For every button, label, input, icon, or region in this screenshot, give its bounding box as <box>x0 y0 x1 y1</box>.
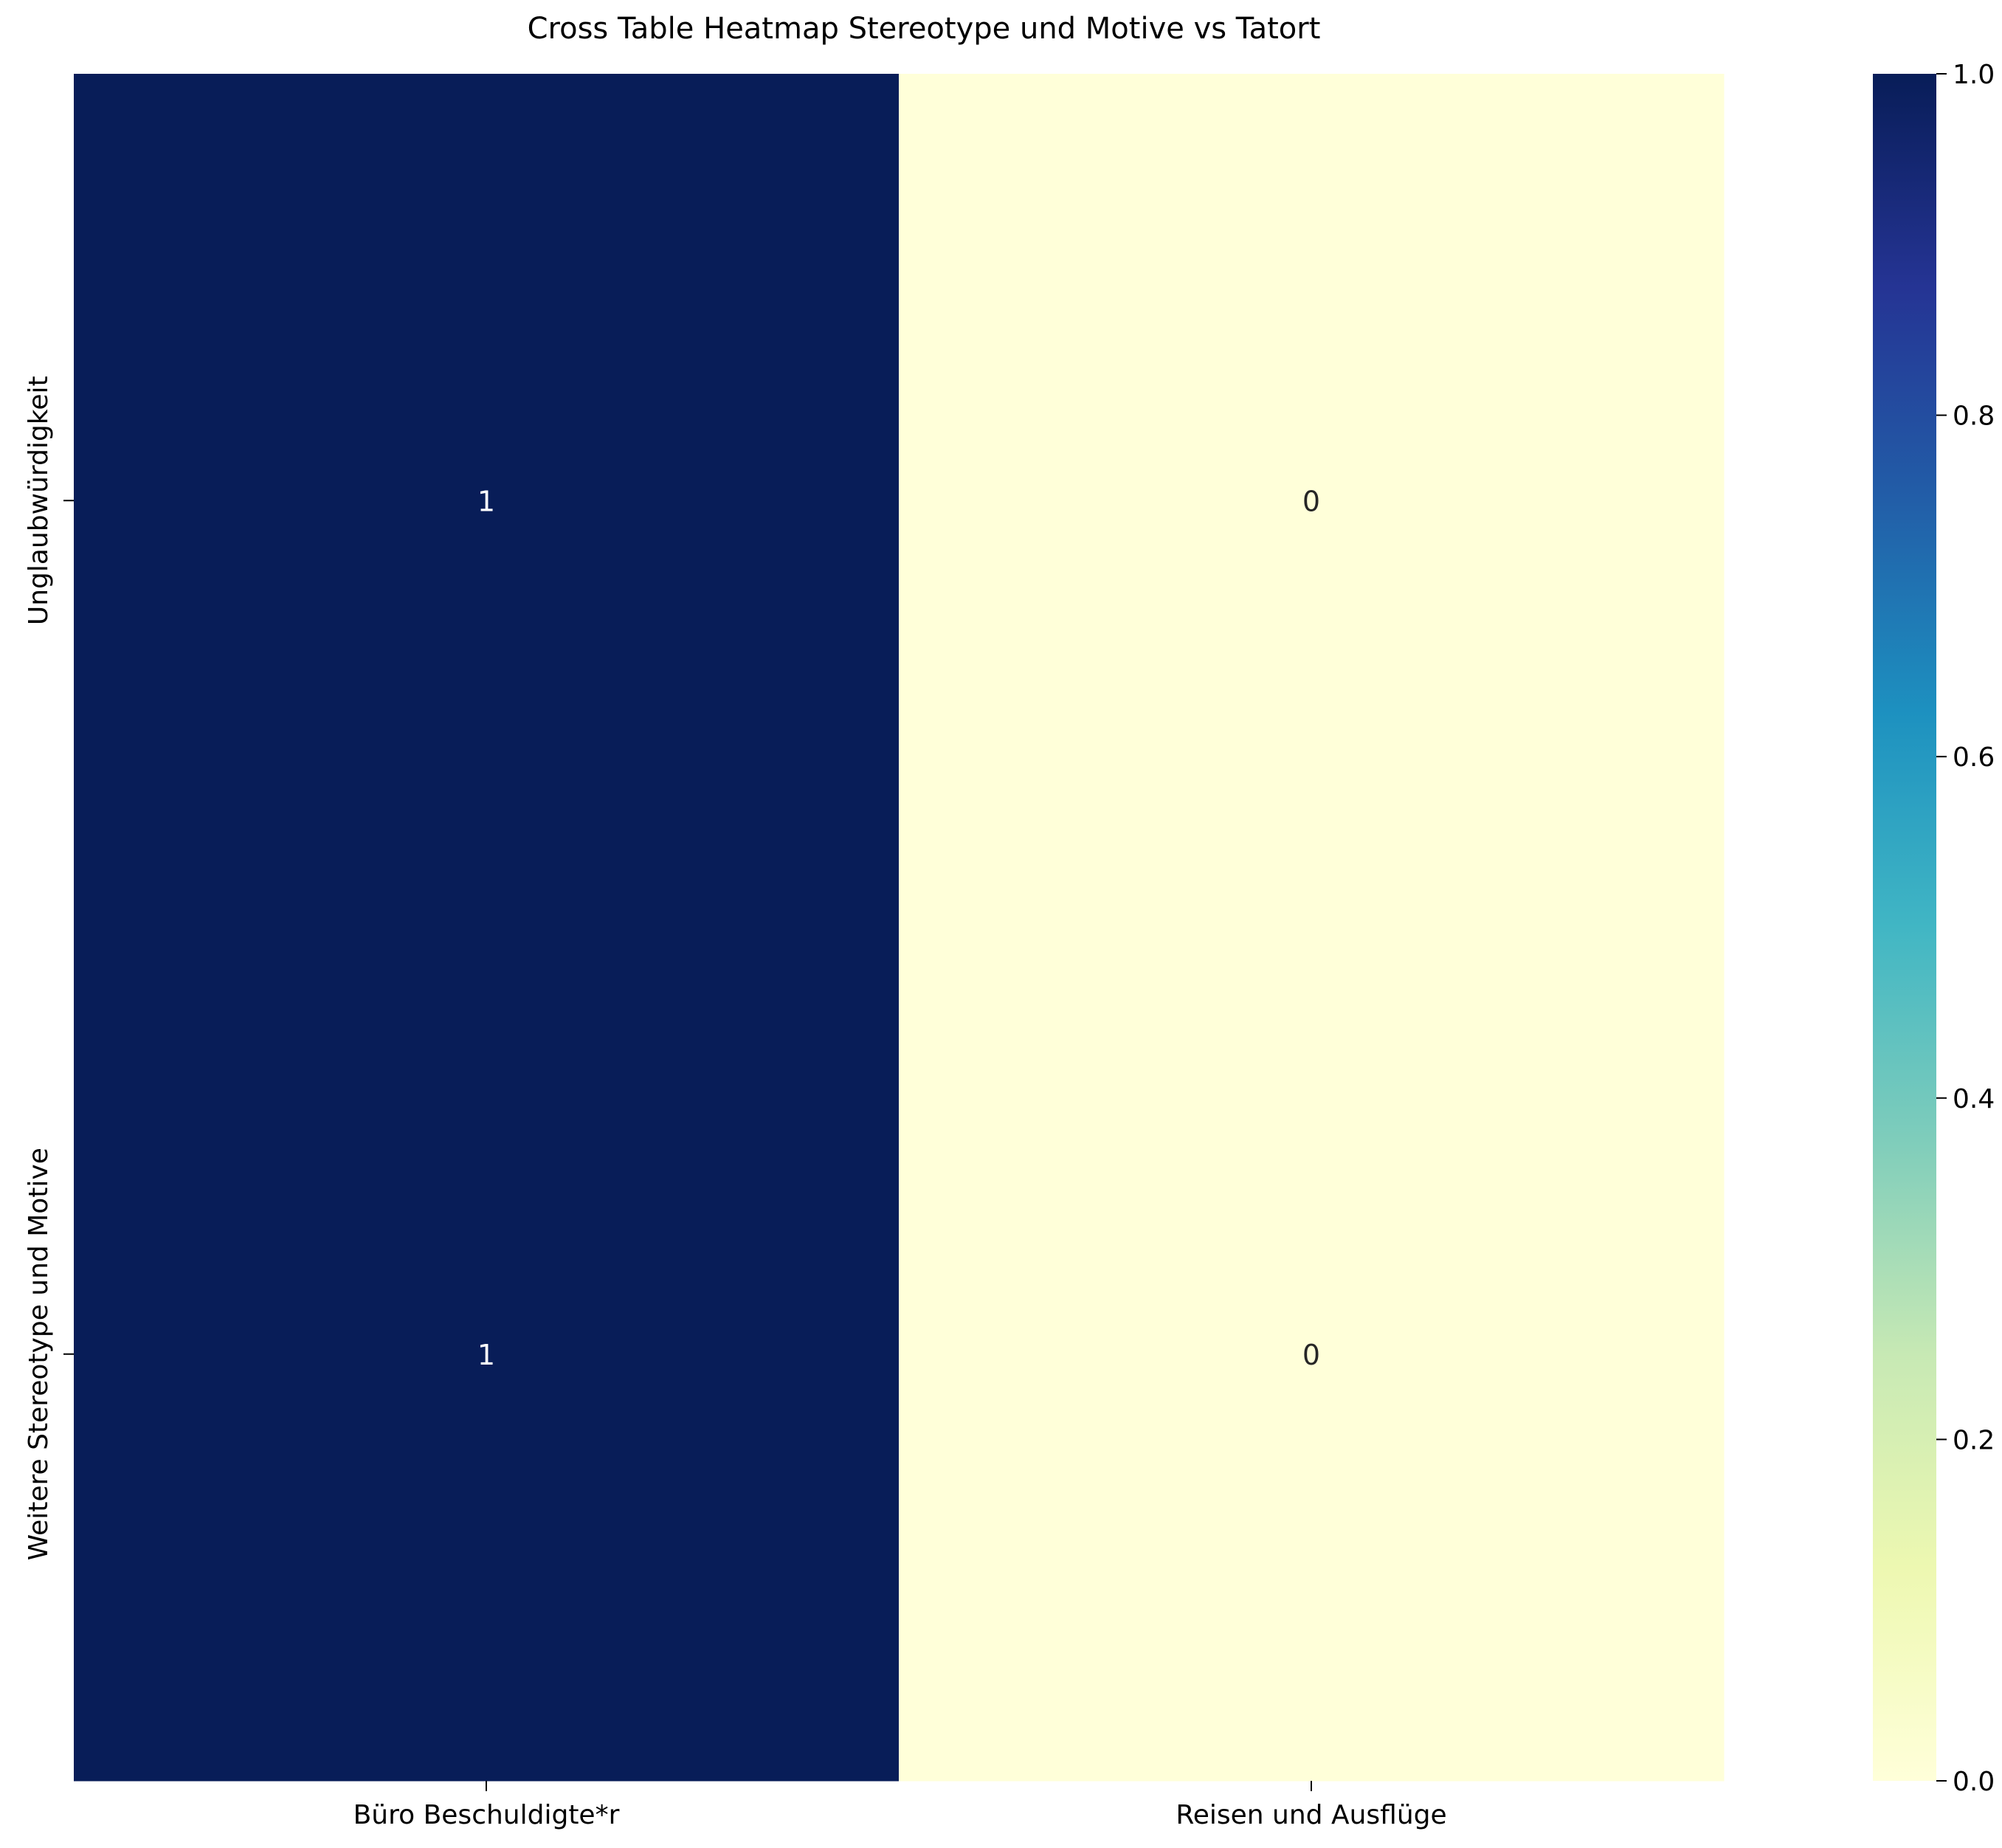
cell-annotations: 1 0 1 0 <box>477 485 1320 1371</box>
cell-annotation-1-0: 1 <box>477 1339 495 1371</box>
heatmap-cell-1-1 <box>899 927 1725 1782</box>
y-tick-label-unglaubw-rdigkeit: Unglaubwürdigkeit <box>24 376 54 625</box>
cell-annotation-1-1: 0 <box>1302 1339 1320 1371</box>
colorbar-tick-label: 0.6 <box>1953 742 1995 773</box>
y-axis: Unglaubwürdigkeit Weitere Stereotype und … <box>24 376 74 1560</box>
x-tick-label-reisen-und-ausfl-ge: Reisen und Ausflüge <box>1176 1800 1446 1830</box>
chart-title: Cross Table Heatmap Stereotype und Motiv… <box>528 12 1321 46</box>
colorbar-tick-label: 0.4 <box>1953 1084 1995 1114</box>
heatmap-cell-0-1 <box>899 74 1725 928</box>
heatmap-cell-0-0 <box>74 74 900 928</box>
x-tick-label-b-ro-beschuldigte-r: Büro Beschuldigte*r <box>353 1800 620 1830</box>
colorbar: 0.0 0.2 0.4 0.6 0.8 1.0 <box>1873 60 1995 1797</box>
colorbar-tick-label: 0.8 <box>1953 401 1995 432</box>
colorbar-tick-label: 1.0 <box>1953 60 1995 90</box>
colorbar-tick-label: 0.0 <box>1953 1767 1995 1797</box>
x-axis: Büro Beschuldigte*r Reisen und Ausflüge <box>353 1781 1447 1830</box>
colorbar-gradient <box>1873 74 1936 1781</box>
colorbar-ticks: 0.0 0.2 0.4 0.6 0.8 1.0 <box>1936 60 1995 1797</box>
cell-annotation-0-0: 1 <box>477 485 495 517</box>
heatmap-cells <box>74 74 1725 1782</box>
heatmap-cell-1-0 <box>74 927 900 1782</box>
cell-annotation-0-1: 0 <box>1302 485 1320 517</box>
y-tick-label-weitere-stereotype-und-motive: Weitere Stereotype und Motive <box>24 1148 54 1560</box>
colorbar-tick-label: 0.2 <box>1953 1425 1995 1455</box>
